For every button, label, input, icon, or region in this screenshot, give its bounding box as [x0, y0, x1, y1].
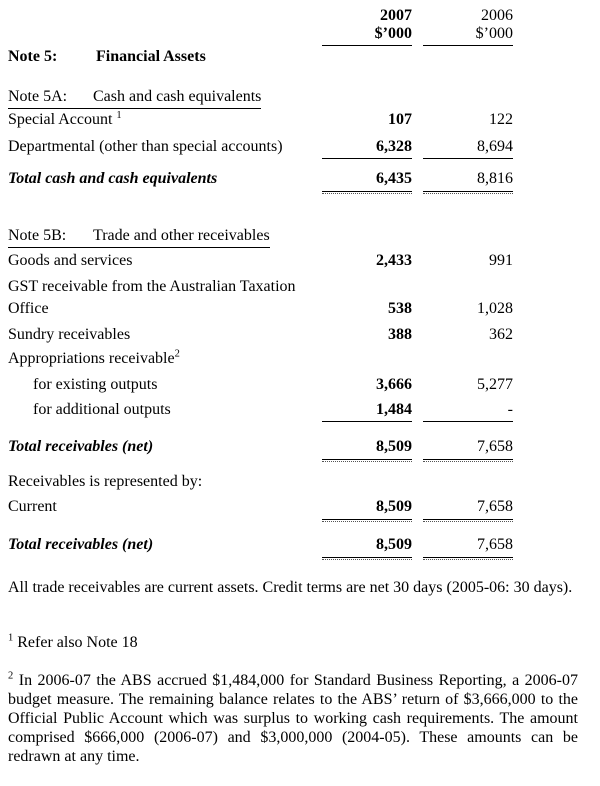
- total-row: Total receivables (net) 8,509 7,658: [0, 536, 600, 560]
- footnote-1-text: Refer also Note 18: [17, 634, 138, 651]
- note5b-heading-row: Note 5B: Trade and other receivables: [0, 227, 600, 248]
- row-label: Departmental (other than special account…: [8, 138, 283, 155]
- total-row: Total receivables (net) 8,509 7,658: [0, 438, 600, 462]
- value-2007: 3,666: [376, 376, 412, 393]
- value-2007: 1,484: [322, 401, 412, 422]
- row-label: Office: [8, 300, 49, 317]
- note5-label: Note 5:: [8, 48, 58, 65]
- value-2006: 8,694: [423, 138, 513, 159]
- total-row: Total cash and cash equivalents 6,435 8,…: [0, 170, 600, 194]
- column-header-2007: 2007: [380, 7, 412, 24]
- note5a-title-text: Cash and cash equivalents: [93, 88, 262, 105]
- table-row: Sundry receivables 388 362: [0, 326, 600, 346]
- total-value-2007: 6,435: [322, 170, 412, 194]
- note5b-title-text: Trade and other receivables: [93, 227, 270, 244]
- note5a-label: Note 5A:: [8, 88, 68, 105]
- value-2006: 362: [489, 326, 513, 343]
- row-label: for additional outputs: [33, 401, 171, 418]
- value-2006: 122: [489, 111, 513, 128]
- value-2006: 7,658: [423, 498, 513, 522]
- row-label: Sundry receivables: [8, 326, 131, 343]
- represented-by-label: Receivables is represented by:: [8, 473, 203, 490]
- table-row: GST receivable from the Australian Taxat…: [0, 278, 600, 298]
- table-row: Special Account 1 107 122: [0, 109, 600, 131]
- value-2007: 2,433: [376, 252, 412, 269]
- note5a-heading: Note 5A: Cash and cash equivalents: [8, 88, 262, 109]
- value-2007: 538: [388, 300, 412, 317]
- total-label: Total receivables (net): [8, 536, 154, 553]
- total-label: Total receivables (net): [8, 438, 154, 455]
- footnote-1: 1 Refer also Note 18: [8, 633, 578, 652]
- column-unit-2006: $’000: [423, 25, 513, 46]
- row-label: Appropriations receivable2: [8, 348, 180, 367]
- row-label: GST receivable from the Australian Taxat…: [8, 278, 296, 295]
- note5b-heading: Note 5B: Trade and other receivables: [8, 227, 270, 248]
- represented-by-row: Receivables is represented by:: [0, 473, 600, 493]
- row-label-text: Appropriations receivable: [8, 350, 175, 367]
- table-row: Departmental (other than special account…: [0, 138, 600, 159]
- column-year-header-row: 2007 2006: [0, 7, 600, 27]
- note5a-heading-row: Note 5A: Cash and cash equivalents: [0, 88, 600, 109]
- row-label: Special Account 1: [8, 109, 122, 128]
- footnote-2-marker: 2: [8, 670, 14, 682]
- note5b-label: Note 5B:: [8, 227, 67, 244]
- table-row: Goods and services 2,433 991: [0, 252, 600, 272]
- table-row: Current 8,509 7,658: [0, 498, 600, 522]
- credit-terms-paragraph: All trade receivables are current assets…: [8, 579, 573, 596]
- footnote-2-text: In 2006-07 the ABS accrued $1,484,000 fo…: [8, 672, 579, 765]
- footnote-ref-2: 2: [174, 348, 180, 360]
- column-unit-2007: $’000: [322, 25, 412, 46]
- total-label: Total cash and cash equivalents: [8, 170, 218, 187]
- total-value-2006: 7,658: [423, 536, 513, 560]
- total-value-2007: 8,509: [322, 438, 412, 462]
- note5-title: Note 5: Financial Assets: [8, 48, 206, 65]
- footnote-2: 2 In 2006-07 the ABS accrued $1,484,000 …: [8, 671, 578, 766]
- row-label: Goods and services: [8, 252, 133, 269]
- footnote-ref-1: 1: [116, 109, 122, 121]
- value-2006: -: [423, 401, 513, 422]
- table-row: for additional outputs 1,484 -: [0, 401, 600, 422]
- table-row: Office 538 1,028: [0, 300, 600, 320]
- row-label-text: Special Account: [8, 111, 113, 128]
- footnote-1-marker: 1: [8, 632, 14, 644]
- column-header-2006: 2006: [481, 7, 513, 24]
- note5-title-row: Note 5: Financial Assets: [0, 48, 600, 68]
- row-label: Current: [8, 498, 57, 515]
- value-2006: 5,277: [477, 376, 513, 393]
- value-2007: 6,328: [322, 138, 412, 159]
- total-value-2007: 8,509: [322, 536, 412, 560]
- column-unit-header-row: $’000 $’000: [0, 25, 600, 46]
- value-2006: 1,028: [477, 300, 513, 317]
- note5-title-text: Financial Assets: [96, 48, 206, 65]
- table-row: for existing outputs 3,666 5,277: [0, 376, 600, 396]
- table-row: Appropriations receivable2: [0, 348, 600, 370]
- row-label: for existing outputs: [33, 376, 158, 393]
- value-2007: 388: [388, 326, 412, 343]
- value-2007: 107: [388, 111, 412, 128]
- total-value-2006: 8,816: [423, 170, 513, 194]
- value-2006: 991: [489, 252, 513, 269]
- total-value-2006: 7,658: [423, 438, 513, 462]
- value-2007: 8,509: [322, 498, 412, 522]
